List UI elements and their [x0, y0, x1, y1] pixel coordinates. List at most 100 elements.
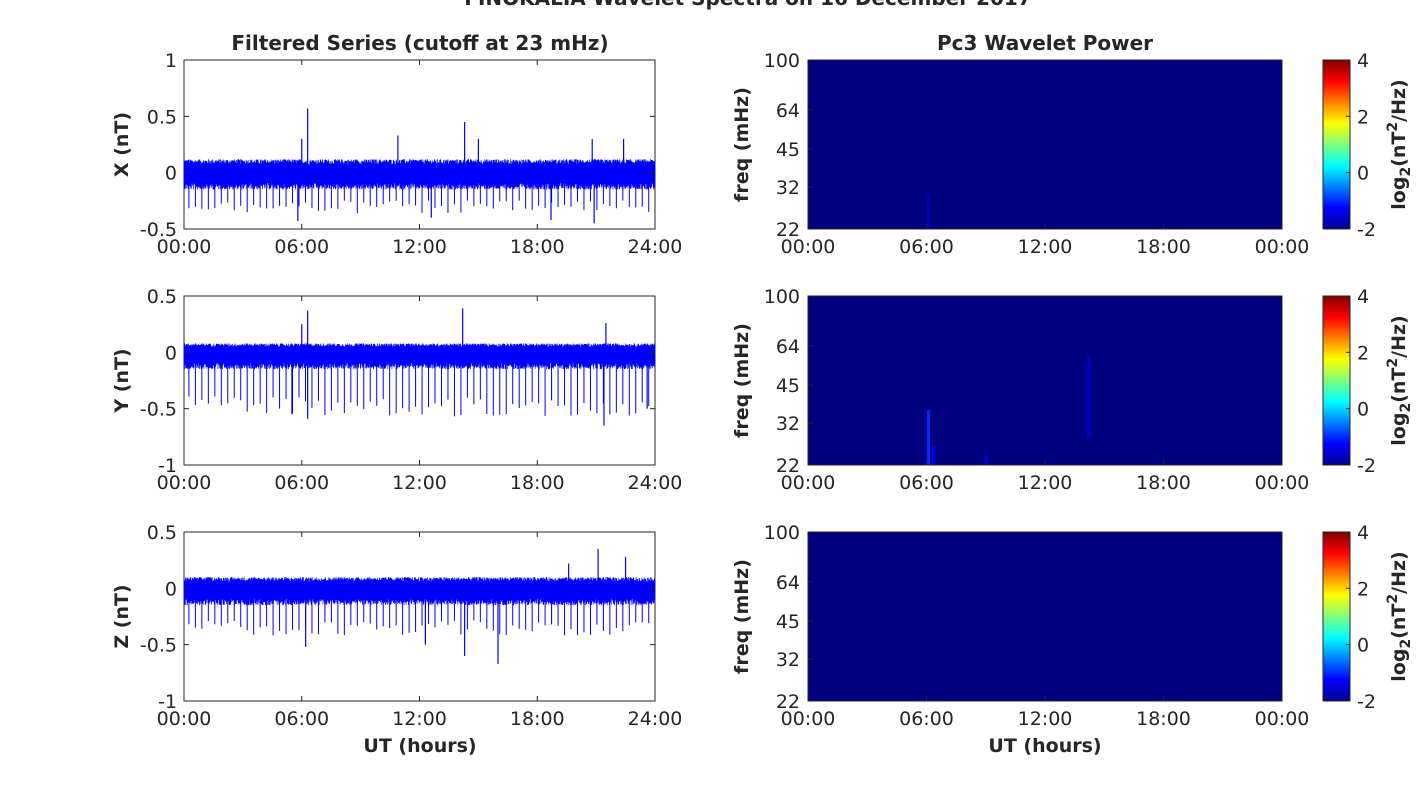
plot-area: [183, 59, 656, 230]
periodic-spike-series: [188, 596, 650, 636]
colorbar-tick-label: -2: [1357, 691, 1376, 713]
x-tick-label: 18:00: [510, 708, 565, 730]
x-tick-label: 00:00: [1255, 472, 1310, 494]
y-axis-label: Z (nT): [111, 584, 133, 648]
colorbar-tick-label: -2: [1357, 455, 1376, 477]
y-tick-label: 22: [776, 691, 800, 713]
x-tick-label: 24:00: [628, 708, 683, 730]
line-panel-x: 1 0.5 0 -0.500:00 06:00 12:00 18:00 24:00 X (nT): [111, 50, 682, 258]
y-tick-label: 0: [165, 163, 177, 185]
y-tick-label: 64: [776, 100, 800, 122]
y-tick-label: 100: [764, 50, 800, 72]
y-tick-label: 1: [165, 50, 177, 72]
signal-band-series: [183, 343, 656, 370]
y-tick-label: 100: [764, 522, 800, 544]
y-tick-label: 45: [776, 139, 800, 161]
colorbar-label: log2(nT2/Hz): [1385, 315, 1414, 445]
y-axis-label: Y (nT): [111, 348, 133, 413]
x-tick-label: 06:00: [899, 472, 954, 494]
x-tick-label: 00:00: [1255, 236, 1310, 258]
y-tick-label: 0.5: [147, 286, 177, 308]
x-tick-label: 00:00: [781, 708, 836, 730]
y-tick-label: -0.5: [140, 635, 177, 657]
colorbar-tick-label: 4: [1357, 522, 1369, 544]
y-tick-label: 0.5: [147, 522, 177, 544]
left-xlabel: UT (hours): [363, 735, 476, 757]
heatmap-background: [808, 532, 1282, 701]
y-tick-label: 0: [165, 578, 177, 600]
y-tick-label: -0.5: [140, 399, 177, 421]
x-tick-label: 18:00: [1136, 472, 1191, 494]
heatmap-background: [808, 60, 1282, 229]
x-tick-label: 12:00: [392, 708, 447, 730]
right-xlabel: UT (hours): [988, 735, 1101, 757]
y-tick-label: 64: [776, 572, 800, 594]
colorbar-tick-label: 2: [1357, 106, 1369, 128]
x-tick-label: 00:00: [781, 236, 836, 258]
power-feature: [926, 410, 930, 465]
y-tick-label: 32: [776, 177, 800, 199]
colorbar-tick-label: 4: [1357, 50, 1369, 72]
x-tick-label: 18:00: [510, 236, 565, 258]
figure-suptitle: FINOKALIA Wavelet Spectra on 16 December…: [464, 0, 1031, 10]
y-tick-label: 45: [776, 611, 800, 633]
x-tick-label: 18:00: [1136, 236, 1191, 258]
x-tick-label: 24:00: [628, 236, 683, 258]
y-tick-label: 32: [776, 649, 800, 671]
x-tick-label: 00:00: [157, 708, 212, 730]
colorbar-tick-label: 0: [1357, 635, 1369, 657]
x-tick-label: 06:00: [274, 472, 329, 494]
power-feature: [926, 194, 930, 229]
colorbar-tick-label: -2: [1357, 219, 1376, 241]
colorbar-tick-label: 0: [1357, 163, 1369, 185]
y-tick-label: 0: [165, 342, 177, 364]
x-tick-label: 06:00: [899, 236, 954, 258]
colorbar-tick-label: 4: [1357, 286, 1369, 308]
x-tick-label: 18:00: [1136, 708, 1191, 730]
y-tick-label: 22: [776, 455, 800, 477]
colorbar-tick-label: 2: [1357, 578, 1369, 600]
x-tick-label: 12:00: [1018, 236, 1073, 258]
x-tick-label: 24:00: [628, 472, 683, 494]
y-tick-label: -1: [158, 691, 177, 713]
left-column-title: Filtered Series (cutoff at 23 mHz): [231, 31, 608, 55]
x-tick-label: 06:00: [274, 708, 329, 730]
colorbar-tick-label: 0: [1357, 399, 1369, 421]
y-axis-label: X (nT): [111, 112, 133, 177]
colorbar-label: log2(nT2/Hz): [1385, 551, 1414, 681]
y-axis-label: freq (mHz): [731, 323, 753, 438]
plot-area: [183, 531, 656, 702]
y-tick-label: 45: [776, 375, 800, 397]
colorbar-tick-label: 2: [1357, 342, 1369, 364]
colorbar-label: log2(nT2/Hz): [1385, 79, 1414, 209]
heatmap-background: [808, 296, 1282, 465]
x-tick-label: 00:00: [157, 236, 212, 258]
y-tick-label: 64: [776, 336, 800, 358]
x-tick-label: 00:00: [781, 472, 836, 494]
y-tick-label: 100: [764, 286, 800, 308]
y-axis-label: freq (mHz): [731, 559, 753, 674]
x-tick-label: 18:00: [510, 472, 565, 494]
x-tick-label: 12:00: [392, 236, 447, 258]
power-feature: [931, 446, 935, 465]
x-tick-label: 00:00: [1255, 708, 1310, 730]
x-tick-label: 12:00: [1018, 708, 1073, 730]
power-feature: [1086, 356, 1090, 439]
colorbar: [1322, 295, 1351, 466]
y-tick-label: 0.5: [147, 106, 177, 128]
power-feature: [984, 455, 988, 465]
y-tick-label: 32: [776, 413, 800, 435]
x-tick-label: 00:00: [157, 472, 212, 494]
x-tick-label: 06:00: [899, 708, 954, 730]
y-tick-label: 22: [776, 219, 800, 241]
y-axis-label: freq (mHz): [731, 87, 753, 202]
y-tick-label: -0.5: [140, 219, 177, 241]
line-panel-y: 0.5 0 -0.5 -100:00 06:00 12:00 18:00 24:00 Y (nT…: [111, 286, 682, 494]
y-tick-label: -1: [158, 455, 177, 477]
x-tick-label: 12:00: [392, 472, 447, 494]
colorbar: [1322, 531, 1351, 702]
